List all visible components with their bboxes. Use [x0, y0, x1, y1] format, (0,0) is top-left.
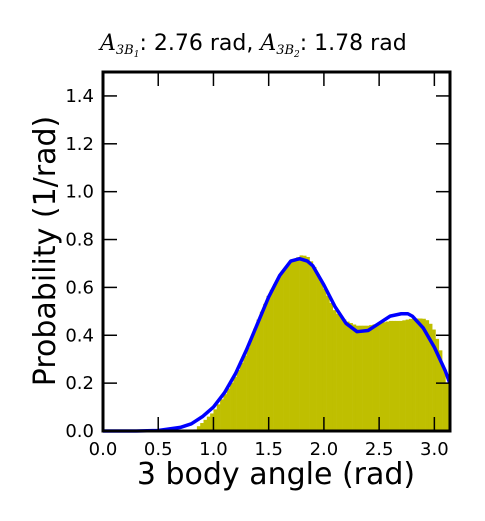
y-axis-label: Probability (1/rad) — [28, 116, 63, 386]
histogram-bar — [406, 320, 410, 431]
y-tick-label: 1.2 — [65, 134, 94, 155]
histogram-bar — [353, 325, 357, 432]
histogram-bar — [276, 278, 280, 431]
histogram-bar — [412, 319, 416, 431]
histogram-bar — [363, 326, 367, 431]
title-sub-1: 3B — [116, 43, 134, 58]
histogram-bar — [220, 399, 224, 431]
histogram-bar — [260, 312, 264, 431]
y-tick-label: 0.6 — [65, 277, 94, 298]
chart-title: A3B1: 2.76 rad, A3B2: 1.78 rad — [98, 31, 407, 60]
histogram-bar — [306, 257, 310, 431]
histogram-bar — [382, 322, 386, 431]
histogram-bar — [326, 296, 330, 431]
x-tick-label: 3.0 — [420, 439, 449, 460]
histogram-bar — [416, 319, 420, 431]
histogram-bar — [343, 319, 347, 431]
histogram-bar — [319, 281, 323, 431]
y-tick-label: 0.0 — [65, 421, 94, 442]
title-symbol-2: A — [258, 31, 276, 56]
histogram-bar — [336, 314, 340, 431]
histogram-bar — [300, 255, 304, 431]
histogram-bar — [396, 321, 400, 431]
histogram-bar — [392, 321, 396, 431]
histogram-bar — [286, 265, 290, 431]
title-text-2: : 1.78 rad — [300, 31, 407, 56]
histogram-bar — [296, 257, 300, 431]
histogram-bar — [373, 324, 377, 431]
histogram-bar — [223, 394, 227, 431]
histogram-bar — [240, 363, 244, 431]
title-sub-2: 3B — [276, 43, 294, 58]
histogram-bar — [316, 274, 320, 431]
histogram-bar — [207, 417, 211, 431]
histogram-bar — [329, 303, 333, 431]
histogram-bar — [445, 383, 449, 431]
histogram-bar — [442, 369, 446, 431]
histogram-bar — [419, 319, 423, 431]
x-axis-label: 3 body angle (rad) — [137, 457, 415, 492]
histogram-bar — [253, 329, 257, 431]
histogram-bar — [356, 326, 360, 431]
histogram-bar — [250, 338, 254, 431]
title-text-1: : 2.76 rad, — [139, 31, 260, 56]
histogram-bar — [270, 290, 274, 431]
y-tick-label: 1.4 — [65, 86, 94, 107]
histogram-bar — [366, 326, 370, 431]
x-tick-label: 0.0 — [89, 439, 118, 460]
histogram-bar — [257, 320, 261, 431]
histogram-bar — [402, 320, 406, 431]
title-symbol-1: A — [98, 31, 116, 56]
histogram-bar — [266, 296, 270, 431]
histogram-bar — [233, 377, 237, 431]
histogram-bar — [237, 370, 241, 431]
histogram-bar — [217, 404, 221, 431]
histogram-bar — [339, 317, 343, 431]
histogram-bar — [349, 323, 353, 431]
histogram-bar — [389, 321, 393, 431]
histogram-bar — [204, 420, 208, 431]
histogram-bar — [399, 321, 403, 431]
y-tick-label: 0.8 — [65, 230, 94, 251]
histogram-bar — [376, 324, 380, 431]
histogram-bar — [273, 284, 277, 431]
histogram-bar — [379, 323, 383, 431]
histogram-bar — [303, 256, 307, 431]
histogram-bar — [333, 310, 337, 431]
histogram-bar — [323, 289, 327, 431]
histogram-bar — [422, 319, 426, 431]
y-tick-label: 0.4 — [65, 325, 94, 346]
histogram-bar — [409, 319, 413, 431]
histogram-bar — [369, 325, 373, 431]
y-tick-label: 1.0 — [65, 182, 94, 203]
histogram-bar — [386, 322, 390, 431]
histogram-bar — [247, 347, 251, 431]
y-tick-labels: 0.0 0.2 0.4 0.6 0.8 1.0 1.2 1.4 — [65, 86, 94, 442]
histogram-bar — [280, 273, 284, 431]
histogram-bar — [243, 356, 247, 431]
histogram-bar — [346, 322, 350, 431]
histogram-bar — [313, 267, 317, 431]
histogram-bar — [359, 326, 363, 431]
histogram-bar — [230, 383, 234, 431]
histogram-bar — [263, 304, 267, 431]
histogram-bar — [293, 259, 297, 431]
histogram-bar — [310, 261, 314, 431]
histogram-bar — [283, 269, 287, 431]
histogram-bar — [290, 261, 294, 431]
histogram-bar — [227, 388, 231, 431]
y-tick-label: 0.2 — [65, 373, 94, 394]
